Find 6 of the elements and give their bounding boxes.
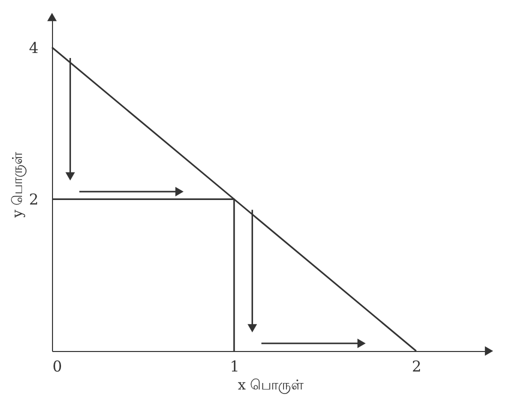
- y-tick-label: 4: [28, 38, 38, 57]
- y-axis-title: y பொருள்: [10, 151, 26, 219]
- x-tick-label: 0: [52, 358, 62, 376]
- x-tick-label: 2: [412, 358, 422, 376]
- x-axis-title: x பொருள்: [238, 378, 304, 394]
- x-tick-label: 1: [230, 358, 240, 376]
